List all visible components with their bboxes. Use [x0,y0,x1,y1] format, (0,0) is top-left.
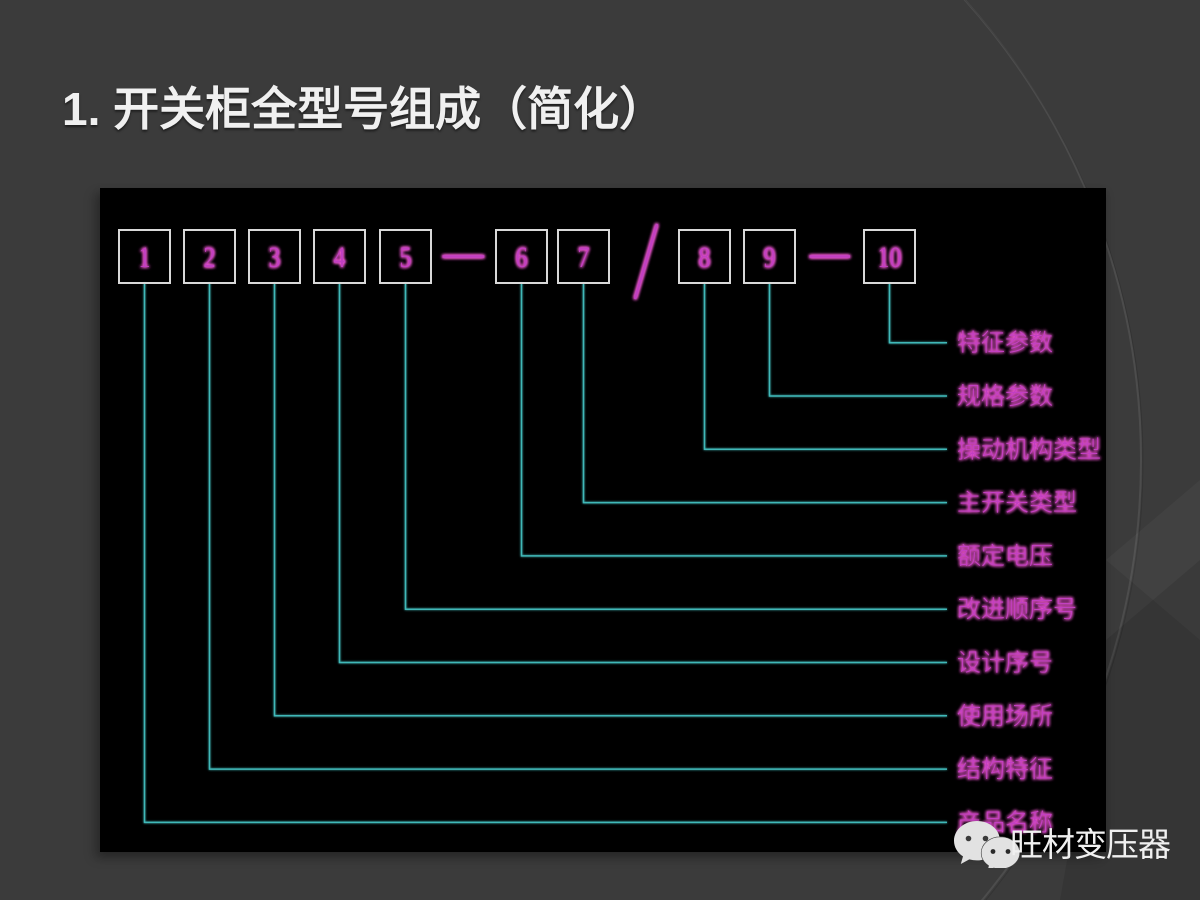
svg-text:旺材变压器: 旺材变压器 [1010,826,1171,863]
svg-text:7: 7 [578,240,590,273]
svg-text:10: 10 [878,240,902,273]
svg-text:1: 1 [139,240,151,273]
svg-text:改进顺序号: 改进顺序号 [957,589,1077,624]
svg-text:4: 4 [334,240,346,273]
svg-text:结构特征: 结构特征 [957,749,1053,784]
svg-text:9: 9 [764,240,776,273]
svg-text:3: 3 [269,240,281,273]
svg-text:特征参数: 特征参数 [957,323,1053,358]
svg-text:规格参数: 规格参数 [957,376,1053,411]
svg-text:2: 2 [204,240,216,273]
svg-text:6: 6 [516,240,528,273]
svg-text:操动机构类型: 操动机构类型 [957,429,1101,464]
svg-text:设计序号: 设计序号 [957,643,1053,678]
svg-text:使用场所: 使用场所 [957,696,1053,731]
svg-text:额定电压: 额定电压 [957,536,1053,571]
svg-text:主开关类型: 主开关类型 [957,483,1077,518]
svg-text:5: 5 [400,240,412,273]
svg-text:8: 8 [699,240,711,273]
